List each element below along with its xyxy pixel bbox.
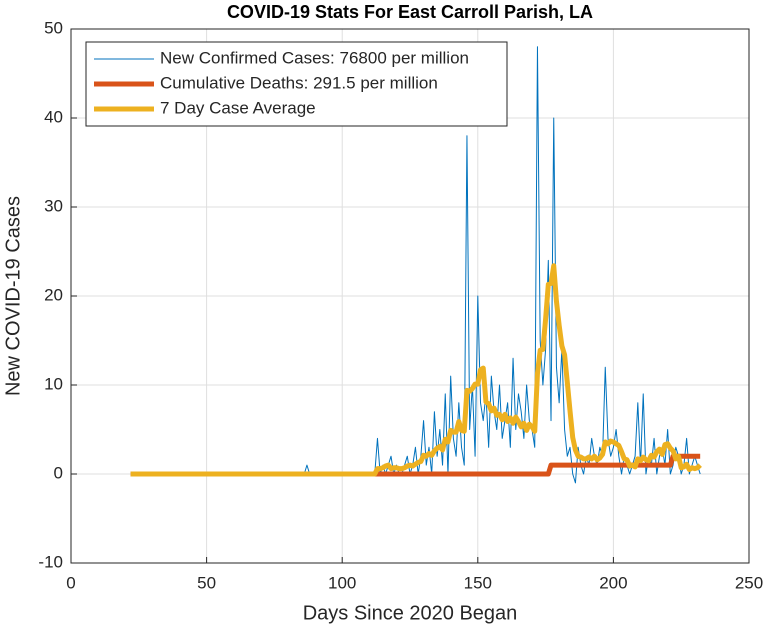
y-tick-label: 30: [44, 196, 63, 215]
x-tick-label: 0: [66, 573, 75, 592]
x-tick-label: 150: [464, 573, 492, 592]
legend-label: Cumulative Deaths: 291.5 per million: [160, 73, 438, 92]
x-tick-label: 100: [328, 573, 356, 592]
legend-label: 7 Day Case Average: [160, 98, 316, 117]
y-tick-label: -10: [38, 552, 63, 571]
axes-box: [70, 28, 750, 564]
x-tick-label: 50: [197, 573, 216, 592]
x-axis-label: Days Since 2020 Began: [303, 602, 518, 624]
series-line: [130, 263, 702, 477]
y-tick-label: 20: [44, 285, 63, 304]
legend-box: [85, 41, 508, 127]
chart-title: COVID-19 Stats For East Carroll Parish, …: [227, 2, 593, 22]
y-tick-label: 0: [54, 463, 63, 482]
y-tick-label: 10: [44, 374, 63, 393]
y-axis-label: New COVID-19 Cases: [2, 196, 24, 396]
y-tick-label: 50: [44, 18, 63, 37]
legend-label: New Confirmed Cases: 76800 per million: [160, 48, 469, 67]
x-tick-label: 250: [735, 573, 763, 592]
y-tick-label: 40: [44, 107, 63, 126]
x-tick-label: 200: [599, 573, 627, 592]
